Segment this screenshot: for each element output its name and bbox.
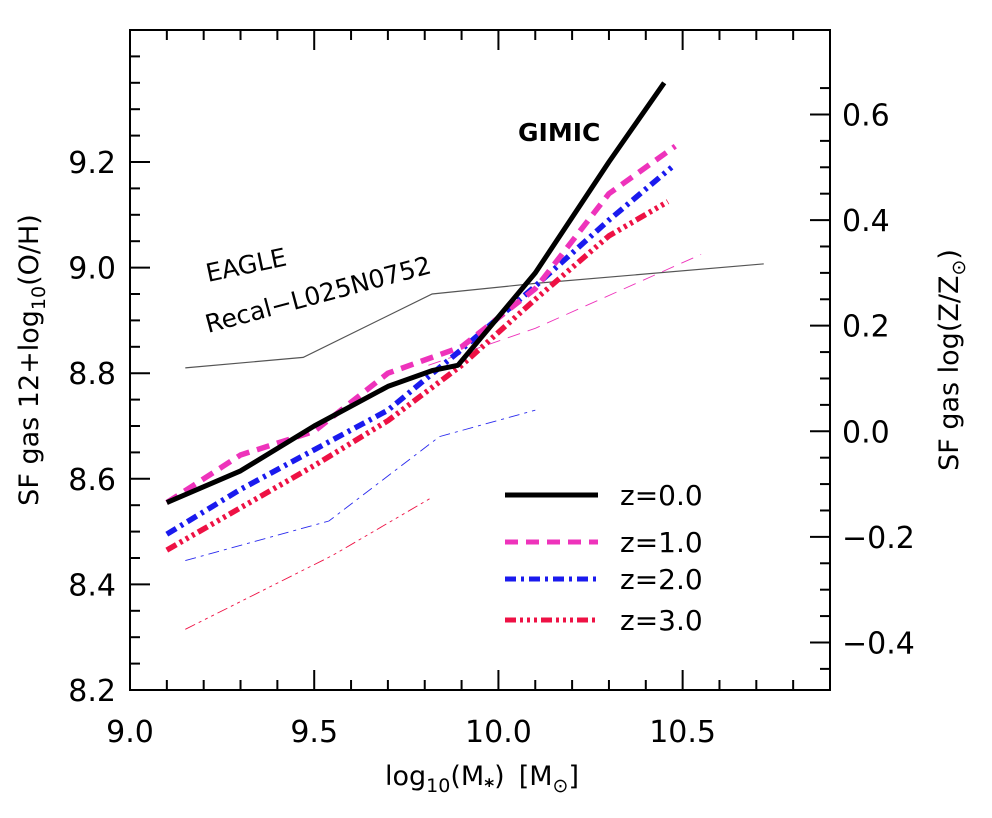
legend-label: z=0.0 <box>620 479 703 512</box>
eagle-series-z=1.0 <box>428 253 702 366</box>
y-tick-label: 8.8 <box>68 357 116 392</box>
eagle-annotation-line1: EAGLE <box>203 243 289 288</box>
y-right-tick-label: −0.2 <box>842 521 915 556</box>
legend: z=0.0 z=1.0 z=2.0 z=3.0 <box>505 479 703 637</box>
y-tick-label: 9.0 <box>68 252 116 287</box>
y-right-tick-label: 0.6 <box>842 98 890 133</box>
x-tick-label: 10.5 <box>649 715 716 750</box>
y-right-tick-label: 0.4 <box>842 204 890 239</box>
tick-labels: 9.0 9.5 10.0 10.5 8.2 8.4 8.6 8.8 9.0 9.2 −0.4 −0.2… <box>68 98 915 750</box>
eagle-series-z=2.0 <box>185 409 536 562</box>
y-right-tick-label: −0.4 <box>842 626 915 661</box>
x-tick-label: 9.5 <box>290 715 338 750</box>
eagle-lines <box>185 253 764 630</box>
legend-label: z=2.0 <box>620 563 703 596</box>
gimic-series-z=0.0 <box>165 81 667 505</box>
gimic-annotation: GIMIC <box>518 118 600 147</box>
legend-label: z=3.0 <box>620 604 703 637</box>
axis-ticks <box>129 30 830 691</box>
gimic-lines <box>165 81 677 553</box>
y-tick-label: 8.6 <box>68 463 116 498</box>
y-right-tick-label: 0.0 <box>842 415 890 450</box>
plot-frame <box>129 29 831 691</box>
y-tick-label: 9.2 <box>68 146 116 181</box>
x-tick-label: 10.0 <box>465 715 532 750</box>
x-axis-label: log10(M*) [M⊙] <box>385 761 579 797</box>
x-tick-label: 9.0 <box>106 715 154 750</box>
y-axis-label-left: SF gas 12+log10(O/H) <box>14 214 50 506</box>
y-tick-label: 8.4 <box>68 568 116 603</box>
gimic-series-z=1.0 <box>165 143 677 505</box>
gimic-series-z=2.0 <box>165 165 674 537</box>
eagle-series-z=0.0 <box>185 263 764 369</box>
gimic-series-z=3.0 <box>165 199 670 553</box>
y-right-tick-label: 0.2 <box>842 310 890 345</box>
y-tick-label: 8.2 <box>68 674 116 709</box>
y-axis-label-right: SF gas log(Z/Z⊙) <box>934 249 970 471</box>
legend-label: z=1.0 <box>620 526 703 559</box>
eagle-series-z=3.0 <box>185 496 433 630</box>
